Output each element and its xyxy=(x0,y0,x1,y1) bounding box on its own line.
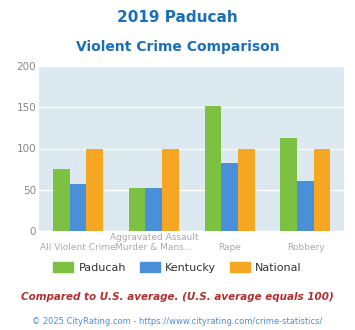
Bar xyxy=(314,148,331,231)
Bar xyxy=(221,163,238,231)
Bar xyxy=(162,148,179,231)
Text: Violent Crime Comparison: Violent Crime Comparison xyxy=(76,40,279,53)
Text: All Violent Crime: All Violent Crime xyxy=(40,243,116,251)
Bar xyxy=(238,148,255,231)
Bar xyxy=(146,188,162,231)
Bar xyxy=(129,188,146,231)
Bar xyxy=(86,148,103,231)
Bar xyxy=(53,169,70,231)
Bar xyxy=(204,106,221,231)
Text: Robbery: Robbery xyxy=(286,243,324,251)
Text: 2019 Paducah: 2019 Paducah xyxy=(117,10,238,25)
Bar xyxy=(280,138,297,231)
Text: © 2025 CityRating.com - https://www.cityrating.com/crime-statistics/: © 2025 CityRating.com - https://www.city… xyxy=(32,317,323,326)
Text: Murder & Mans...: Murder & Mans... xyxy=(115,243,192,251)
Bar xyxy=(297,181,314,231)
Text: Aggravated Assault: Aggravated Assault xyxy=(110,233,198,242)
Bar xyxy=(70,184,86,231)
Legend: Paducah, Kentucky, National: Paducah, Kentucky, National xyxy=(49,258,306,278)
Text: Rape: Rape xyxy=(218,243,241,251)
Text: Compared to U.S. average. (U.S. average equals 100): Compared to U.S. average. (U.S. average … xyxy=(21,292,334,302)
